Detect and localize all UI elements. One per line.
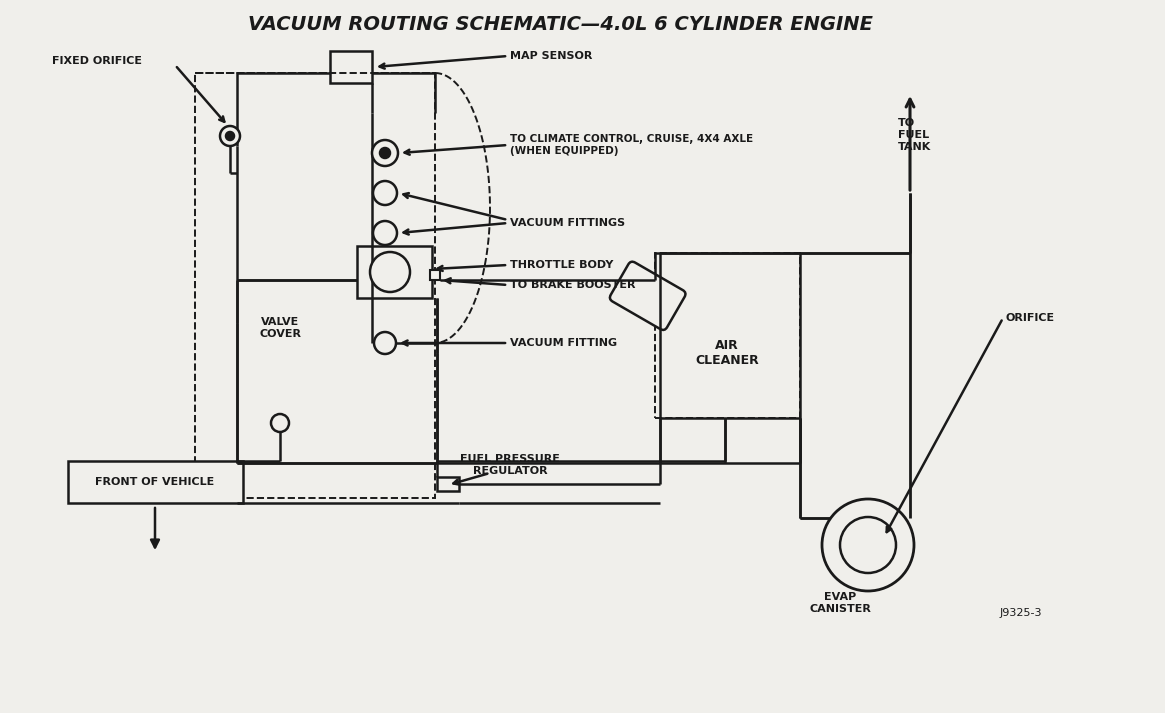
Text: FUEL PRESSURE
REGULATOR: FUEL PRESSURE REGULATOR xyxy=(460,454,560,476)
Text: FIXED ORIFICE: FIXED ORIFICE xyxy=(52,56,142,66)
Bar xyxy=(871,539,884,553)
Text: VACUUM ROUTING SCHEMATIC—4.0L 6 CYLINDER ENGINE: VACUUM ROUTING SCHEMATIC—4.0L 6 CYLINDER… xyxy=(247,16,873,34)
Circle shape xyxy=(822,499,915,591)
Bar xyxy=(195,73,435,498)
Bar xyxy=(356,246,432,298)
Text: MAP SENSOR: MAP SENSOR xyxy=(510,51,592,61)
Text: TO
FUEL
TANK: TO FUEL TANK xyxy=(898,118,931,152)
Bar xyxy=(655,253,800,418)
Circle shape xyxy=(374,332,396,354)
Circle shape xyxy=(380,148,390,158)
Text: THROTTLE BODY: THROTTLE BODY xyxy=(510,260,614,270)
Circle shape xyxy=(372,140,398,166)
Bar xyxy=(430,270,440,280)
Text: TO BRAKE BOOSTER: TO BRAKE BOOSTER xyxy=(510,280,635,290)
Text: J9325-3: J9325-3 xyxy=(1000,608,1043,618)
Circle shape xyxy=(220,126,240,146)
Text: VACUUM FITTINGS: VACUUM FITTINGS xyxy=(510,218,626,228)
Bar xyxy=(330,51,372,83)
Text: TO CLIMATE CONTROL, CRUISE, 4X4 AXLE
(WHEN EQUIPPED): TO CLIMATE CONTROL, CRUISE, 4X4 AXLE (WH… xyxy=(510,134,753,156)
Text: ORIFICE: ORIFICE xyxy=(1005,313,1054,323)
Circle shape xyxy=(370,252,410,292)
Circle shape xyxy=(840,517,896,573)
Text: VALVE
COVER: VALVE COVER xyxy=(259,317,301,339)
Bar xyxy=(437,477,459,491)
Circle shape xyxy=(373,221,397,245)
Text: AIR
CLEANER: AIR CLEANER xyxy=(696,339,758,367)
Circle shape xyxy=(226,132,234,140)
Text: VACUUM FITTING: VACUUM FITTING xyxy=(510,338,617,348)
Text: EVAP
CANISTER: EVAP CANISTER xyxy=(809,593,871,614)
FancyBboxPatch shape xyxy=(609,262,685,330)
Text: FRONT OF VEHICLE: FRONT OF VEHICLE xyxy=(96,477,214,487)
Circle shape xyxy=(271,414,289,432)
Bar xyxy=(68,461,243,503)
Circle shape xyxy=(373,181,397,205)
